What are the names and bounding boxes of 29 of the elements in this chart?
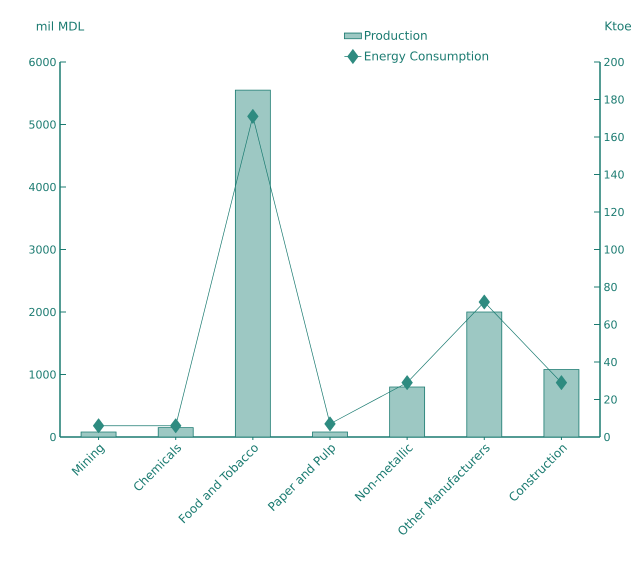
- y-tick-label: 3000: [29, 245, 56, 254]
- y2-tick-label: 180: [604, 95, 624, 104]
- y2-tick-label: 160: [604, 132, 624, 142]
- y-tick-label: 5000: [29, 120, 56, 129]
- point: [170, 418, 182, 434]
- y2-tick-label: 120: [604, 208, 624, 216]
- y2-tick-label: 40: [604, 358, 617, 366]
- point: [92, 418, 104, 434]
- y2-tick-label: 140: [604, 170, 624, 179]
- y2-tick-label: 20: [604, 395, 617, 404]
- point: [478, 294, 490, 310]
- y-tick-label: 2000: [29, 308, 56, 316]
- point: [324, 416, 336, 432]
- y2-tick-label: 100: [604, 245, 624, 254]
- y2-tick-label: 0: [604, 432, 610, 442]
- y-tick-label: 0: [50, 432, 56, 442]
- point: [402, 375, 413, 390]
- legend-label: Production: [364, 30, 427, 40]
- y2-tick-label: 60: [604, 320, 617, 329]
- legend-label: Energy Consumption: [364, 51, 488, 63]
- y2-axis-title: Ktoe: [606, 22, 632, 30]
- y-tick-label: 1000: [30, 370, 56, 379]
- y-tick-label: 6000: [29, 58, 56, 66]
- y-axis-title: mil MDL: [36, 21, 84, 30]
- y2-tick-label: 80: [604, 282, 617, 292]
- y-tick-label: 4000: [29, 182, 56, 192]
- point: [556, 375, 568, 390]
- y2-tick-label: 200: [604, 58, 624, 66]
- point: [247, 109, 258, 124]
